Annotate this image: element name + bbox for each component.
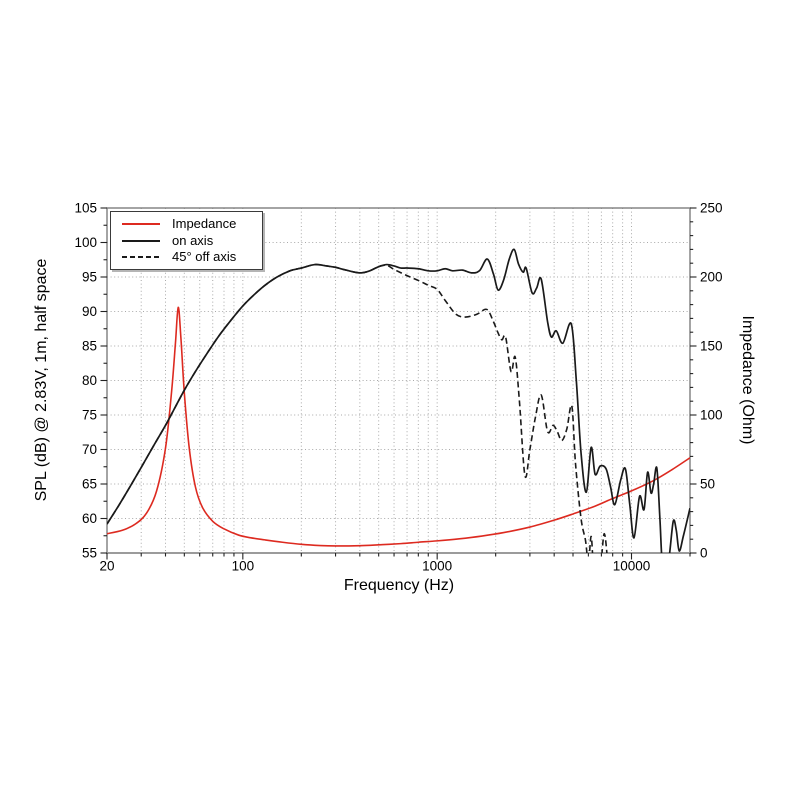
svg-text:55: 55 [82, 546, 97, 561]
svg-text:20: 20 [99, 559, 114, 574]
svg-text:95: 95 [82, 270, 97, 285]
svg-text:60: 60 [82, 511, 97, 526]
svg-text:1000: 1000 [422, 559, 452, 574]
legend-swatch-on-axis-icon [122, 239, 160, 242]
svg-text:65: 65 [82, 477, 97, 492]
off-axis-curve [107, 263, 608, 553]
impedance-curve [107, 306, 690, 547]
svg-text:100: 100 [232, 559, 255, 574]
svg-text:200: 200 [700, 270, 723, 285]
legend-item-off-axis: 45° off axis [119, 249, 256, 266]
curves [107, 248, 690, 553]
y-right-tick-labels: 0 50 100 150 200 250 [700, 201, 723, 561]
svg-text:85: 85 [82, 339, 97, 354]
svg-text:100: 100 [700, 408, 723, 423]
svg-text:70: 70 [82, 442, 97, 457]
x-tick-labels: 20 100 1000 10000 [99, 559, 650, 574]
y-left-tick-labels: 55 60 65 70 75 80 85 90 95 100 105 [74, 201, 97, 561]
svg-text:100: 100 [74, 235, 97, 250]
svg-text:10000: 10000 [613, 559, 651, 574]
svg-text:250: 250 [700, 201, 723, 216]
svg-text:90: 90 [82, 304, 97, 319]
svg-text:150: 150 [700, 339, 723, 354]
legend: Impedance on axis 45° off axis [110, 211, 263, 270]
svg-text:80: 80 [82, 373, 97, 388]
axis-ticks [100, 207, 697, 560]
svg-text:50: 50 [700, 477, 715, 492]
y-left-axis-title: SPL (dB) @ 2.83V, 1m, half space [33, 258, 50, 502]
legend-swatch-impedance-icon [122, 223, 160, 226]
legend-label-on-axis: on axis [172, 232, 214, 248]
legend-item-on-axis: on axis [119, 233, 256, 250]
svg-text:0: 0 [700, 546, 708, 561]
on-axis-curve [107, 248, 690, 553]
x-axis-title: Frequency (Hz) [343, 577, 455, 594]
legend-swatch-off-axis-icon [122, 256, 160, 259]
svg-text:105: 105 [74, 201, 97, 216]
y-right-axis-title: Impedance (Ohm) [739, 315, 756, 445]
legend-item-impedance: Impedance [119, 216, 256, 233]
svg-text:75: 75 [82, 408, 97, 423]
legend-label-impedance: Impedance [172, 216, 237, 232]
legend-label-off-axis: 45° off axis [172, 249, 237, 265]
